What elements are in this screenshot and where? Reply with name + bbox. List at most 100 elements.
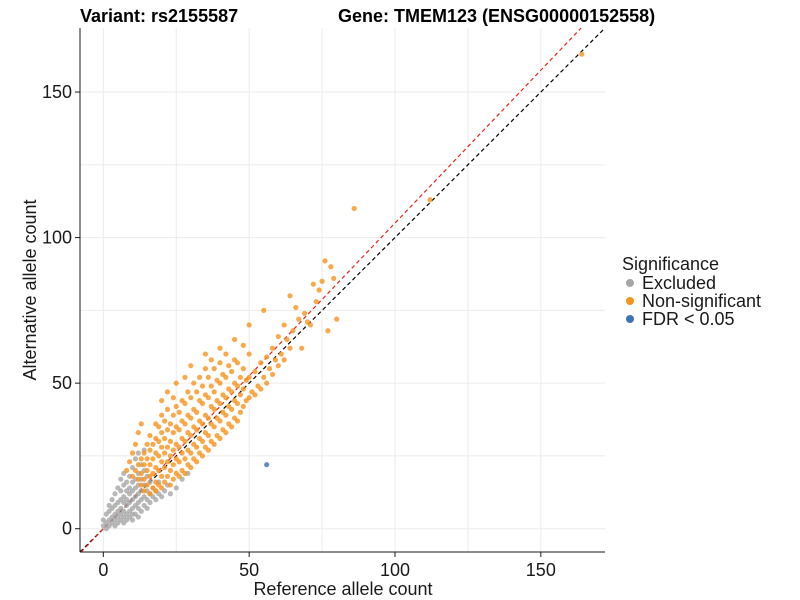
- point-non-significant: [229, 368, 235, 375]
- point-non-significant: [182, 421, 188, 427]
- point-non-significant: [138, 456, 144, 462]
- point-non-significant: [240, 386, 246, 392]
- legend-label: Non-significant: [642, 291, 761, 311]
- point-non-significant: [161, 479, 168, 485]
- point-non-significant: [223, 395, 229, 401]
- point-non-significant: [269, 371, 276, 378]
- point-non-significant: [205, 374, 211, 380]
- x-tick-label: 50: [239, 560, 259, 580]
- point-non-significant: [170, 447, 176, 453]
- point-non-significant: [144, 482, 150, 488]
- point-non-significant: [141, 476, 147, 482]
- point-non-significant: [164, 444, 171, 450]
- point-non-significant: [240, 342, 246, 348]
- point-non-significant: [199, 438, 206, 444]
- point-non-significant: [217, 360, 223, 366]
- point-non-significant: [176, 444, 182, 450]
- legend-key: [626, 297, 634, 305]
- point-excluded: [144, 505, 150, 511]
- point-non-significant: [223, 412, 229, 418]
- point-non-significant: [156, 453, 162, 459]
- point-non-significant: [217, 345, 223, 351]
- point-non-significant: [234, 360, 241, 366]
- point-non-significant: [188, 464, 194, 471]
- point-non-significant: [138, 482, 144, 488]
- point-non-significant: [229, 389, 235, 395]
- point-excluded: [135, 514, 141, 520]
- point-excluded: [118, 476, 124, 482]
- point-non-significant: [161, 464, 168, 471]
- point-non-significant: [258, 360, 264, 366]
- y-tick-label: 50: [52, 373, 72, 393]
- axes: [79, 28, 605, 553]
- point-excluded: [118, 488, 124, 494]
- point-non-significant: [147, 447, 153, 453]
- point-non-significant: [217, 380, 223, 386]
- point-excluded: [147, 499, 153, 506]
- point-non-significant: [205, 447, 211, 453]
- legend-key: [626, 279, 634, 287]
- point-non-significant: [150, 456, 156, 462]
- point-non-significant: [153, 488, 159, 494]
- point-non-significant: [217, 418, 223, 424]
- point-non-significant: [246, 351, 252, 357]
- point-non-significant: [252, 392, 258, 398]
- point-non-significant: [217, 400, 223, 407]
- point-non-significant: [188, 415, 194, 421]
- point-non-significant: [211, 424, 217, 430]
- point-non-significant: [258, 386, 264, 392]
- point-non-significant: [252, 368, 258, 375]
- point-non-significant: [229, 424, 235, 430]
- point-non-significant: [237, 374, 244, 380]
- point-non-significant: [147, 432, 153, 439]
- grid-lines: [80, 28, 605, 552]
- point-non-significant: [237, 409, 244, 415]
- x-tick-label: 150: [526, 560, 556, 580]
- point-non-significant: [290, 328, 296, 334]
- variant-title: Variant: rs2155587: [80, 6, 238, 26]
- point-non-significant: [159, 412, 165, 418]
- point-non-significant: [135, 430, 141, 436]
- point-non-significant: [281, 322, 287, 328]
- point-non-significant: [272, 357, 279, 363]
- point-non-significant: [211, 441, 217, 447]
- point-non-significant: [138, 421, 144, 427]
- legend-key: [626, 315, 634, 323]
- point-non-significant: [176, 409, 182, 415]
- point-non-significant: [208, 383, 214, 389]
- point-non-significant: [194, 409, 200, 415]
- point-non-significant: [188, 450, 194, 456]
- point-non-significant: [170, 430, 176, 436]
- point-non-significant: [164, 406, 171, 412]
- point-non-significant: [351, 205, 357, 212]
- point-non-significant: [205, 432, 211, 439]
- point-non-significant: [167, 453, 174, 459]
- reference-lines: [79, 27, 606, 553]
- point-non-significant: [211, 389, 217, 395]
- point-non-significant: [293, 304, 299, 311]
- point-non-significant: [124, 467, 130, 474]
- point-non-significant: [211, 366, 217, 372]
- point-non-significant: [176, 427, 182, 433]
- point-non-significant: [234, 400, 241, 407]
- point-excluded: [173, 485, 179, 491]
- point-non-significant: [287, 293, 293, 299]
- point-non-significant: [179, 450, 185, 456]
- point-non-significant: [223, 430, 229, 436]
- point-non-significant: [147, 462, 153, 468]
- point-excluded: [132, 456, 139, 462]
- point-non-significant: [325, 328, 331, 334]
- point-non-significant: [173, 380, 179, 386]
- point-non-significant: [237, 392, 244, 398]
- x-tick-label: 100: [380, 560, 410, 580]
- point-non-significant: [161, 435, 168, 442]
- point-non-significant: [579, 51, 585, 57]
- point-non-significant: [275, 333, 281, 340]
- point-non-significant: [156, 424, 162, 430]
- point-non-significant: [182, 470, 188, 476]
- point-excluded: [109, 497, 115, 503]
- x-axis-ticks: 0 50 100 150: [98, 552, 556, 580]
- point-non-significant: [170, 412, 176, 418]
- point-non-significant: [129, 473, 136, 479]
